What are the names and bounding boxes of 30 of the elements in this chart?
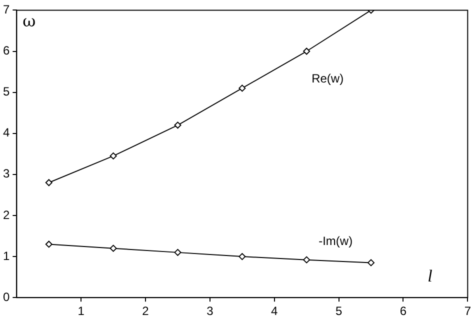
y-axis-title: ω: [22, 11, 36, 30]
x-tick-label: 6: [400, 304, 407, 318]
x-tick-label: 3: [206, 304, 214, 318]
point: [303, 48, 310, 55]
point: [45, 179, 52, 186]
point: [45, 240, 52, 248]
x-tick-label: 1: [78, 304, 85, 318]
point: [303, 256, 310, 264]
point: [238, 253, 246, 260]
x-axis-title: l: [428, 266, 433, 286]
point: [174, 122, 182, 129]
x-tick-label: 4: [271, 304, 278, 318]
y-tick-label: 1: [2, 248, 10, 263]
point: [368, 259, 375, 266]
y-tick-label: 4: [2, 126, 10, 140]
y-tick-label: 5: [2, 84, 10, 99]
point: [110, 244, 117, 252]
x-tick-label: 2: [142, 304, 150, 318]
x-tick-label: 7: [464, 304, 472, 318]
point: [110, 152, 117, 160]
y-tick-label: 3: [2, 166, 10, 181]
y-tick-label: 7: [2, 2, 10, 17]
y-tick-label: 6: [2, 44, 10, 58]
point: [174, 248, 182, 256]
series-label: Re(w): [312, 72, 344, 86]
y-tick-label: 0: [2, 290, 10, 304]
point: [238, 84, 246, 92]
y-tick-label: 2: [2, 208, 10, 222]
x-tick-label: 5: [335, 304, 342, 318]
series-label: -Im(w): [318, 234, 353, 248]
